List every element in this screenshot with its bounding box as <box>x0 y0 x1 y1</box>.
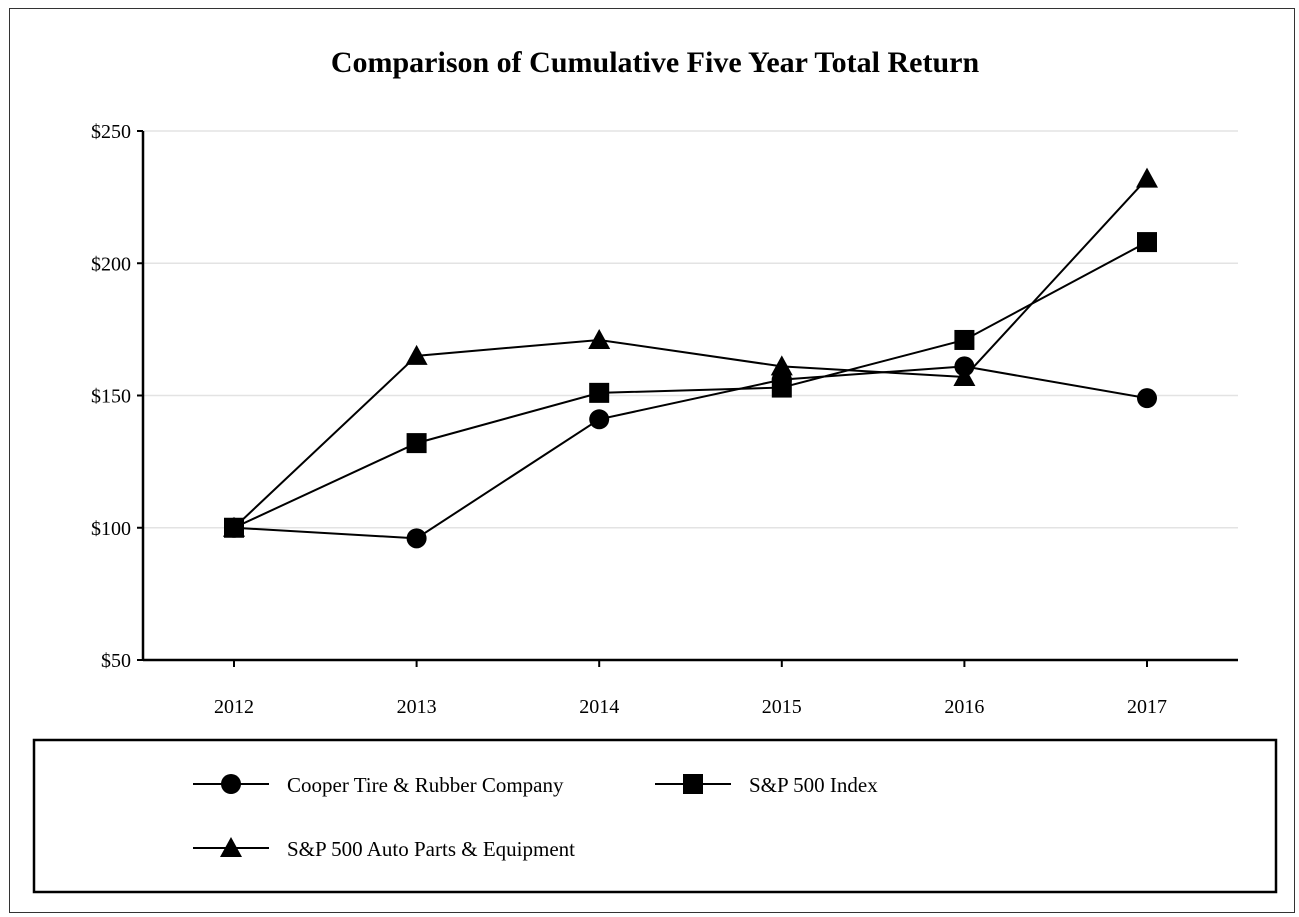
data-point-triangle <box>405 344 428 365</box>
legend-box <box>32 738 1278 894</box>
y-tick-label: $150 <box>91 386 131 408</box>
data-point-circle <box>589 409 610 430</box>
data-point-triangle <box>953 365 976 386</box>
data-point-circle <box>406 528 427 549</box>
series-lines <box>223 167 1158 549</box>
legend-label: S&P 500 Auto Parts & Equipment <box>287 837 575 861</box>
y-tick-label: $50 <box>101 650 131 672</box>
data-point-circle <box>1137 388 1157 409</box>
series-line <box>233 241 1148 529</box>
x-tick-label: 2016 <box>944 696 984 718</box>
data-point-triangle <box>588 328 611 349</box>
x-tick-label: 2012 <box>214 696 254 718</box>
series-triangle <box>223 167 1158 537</box>
y-tick-label: $100 <box>91 518 131 540</box>
data-point-square <box>406 433 427 454</box>
data-point-triangle <box>770 355 793 376</box>
chart-title: Comparison of Cumulative Five Year Total… <box>331 46 980 79</box>
legend-label: S&P 500 Index <box>749 773 878 797</box>
x-tick-label: 2014 <box>579 696 619 718</box>
legend-marker-triangle <box>220 837 242 857</box>
legend-marker-circle <box>221 774 241 794</box>
y-tick-label: $250 <box>91 121 131 143</box>
legend-entry: S&P 500 Index <box>655 773 878 797</box>
gridlines <box>143 130 1238 529</box>
chart-frame <box>9 8 1295 913</box>
data-point-square <box>771 377 792 398</box>
data-point-square <box>1137 232 1157 253</box>
series-circle <box>224 356 1157 549</box>
x-tick-label: 2017 <box>1127 696 1167 718</box>
data-point-triangle <box>1136 167 1158 188</box>
axes: $50 $100 $150 $200 $250 2012 2013 2014 2015 2016 2… <box>91 121 1238 718</box>
data-point-square <box>589 382 610 403</box>
series-line <box>233 365 1148 540</box>
legend-entry: S&P 500 Auto Parts & Equipment <box>193 837 575 861</box>
legend-label: Cooper Tire & Rubber Company <box>287 773 564 797</box>
series-square <box>224 232 1157 538</box>
x-tick-label: 2015 <box>762 696 802 718</box>
data-point-triangle <box>223 516 245 537</box>
series-line <box>233 177 1148 529</box>
x-tick-label: 2013 <box>397 696 437 718</box>
legend-entry: Cooper Tire & Rubber Company <box>193 773 564 797</box>
y-tick-label: $200 <box>91 253 131 275</box>
legend: Cooper Tire & Rubber Company S&P 500 Inde… <box>32 738 1278 894</box>
legend-marker-square <box>683 774 703 794</box>
data-point-square <box>954 329 975 350</box>
